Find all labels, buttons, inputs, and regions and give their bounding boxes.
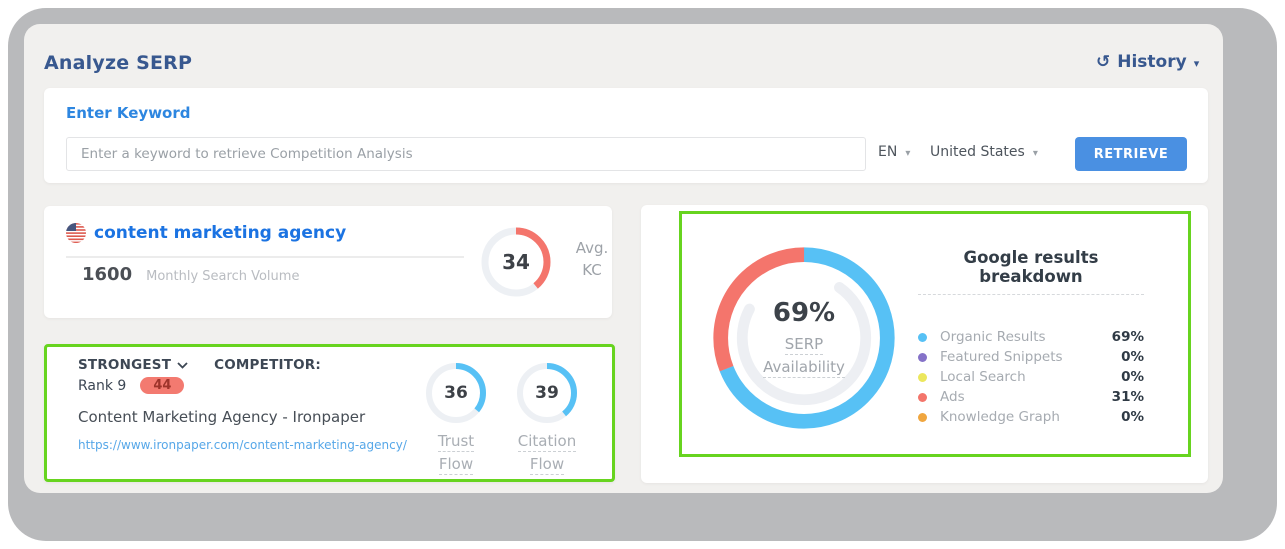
search-volume-label: Monthly Search Volume <box>146 269 300 284</box>
legend-dot-icon <box>918 352 927 362</box>
avg-kc-value: 34 <box>502 250 530 274</box>
language-value: EN <box>878 144 898 160</box>
serp-availability-value: 69% <box>772 298 836 328</box>
legend-value: 0% <box>1121 349 1144 365</box>
legend-dot-icon <box>918 372 927 382</box>
language-select[interactable]: EN ▾ <box>878 144 910 160</box>
us-flag-icon <box>66 223 86 243</box>
legend-item[interactable]: Ads 31% <box>918 387 1144 407</box>
legend-dot-icon <box>918 332 927 342</box>
search-section-title: Enter Keyword <box>66 104 191 122</box>
highlight-rect: 69% SERP Availability Google results bre… <box>679 211 1191 457</box>
competitor-score-badge: 44 <box>140 377 185 394</box>
legend-value: 0% <box>1121 409 1144 425</box>
results-breakdown-card: 69% SERP Availability Google results bre… <box>641 205 1208 483</box>
avg-kc-gauge: 34 <box>480 226 552 298</box>
page-title: Analyze SERP <box>44 52 193 74</box>
citation-flow-value: 39 <box>535 383 559 403</box>
breakdown-title: Google results breakdown <box>918 248 1144 295</box>
keyword-search-card: Enter Keyword EN ▾ United States ▾ RETRI… <box>44 88 1208 183</box>
strongest-dropdown[interactable]: STRONGEST <box>78 357 172 373</box>
chevron-down-icon <box>177 361 188 369</box>
divider <box>66 256 464 258</box>
keyword-input[interactable] <box>66 137 866 171</box>
breakdown-legend: Organic Results 69% Featured Snippets 0%… <box>918 327 1144 427</box>
legend-item[interactable]: Local Search 0% <box>918 367 1144 387</box>
legend-value: 0% <box>1121 369 1144 385</box>
legend-value: 31% <box>1111 389 1144 405</box>
search-volume-value: 1600 <box>82 264 133 285</box>
legend-dot-icon <box>918 392 927 402</box>
strongest-competitor-card: STRONGEST COMPETITOR: Rank 9 44 Content … <box>44 344 615 482</box>
keyword-summary-card: content marketing agency 1600 Monthly Se… <box>44 206 612 318</box>
history-icon: ↺ <box>1096 52 1111 72</box>
retrieve-button[interactable]: RETRIEVE <box>1075 137 1187 171</box>
legend-dot-icon <box>918 412 927 422</box>
competitor-rank: Rank 9 <box>78 377 127 394</box>
history-label: History <box>1117 52 1187 72</box>
serp-availability-label[interactable]: SERP Availability <box>763 335 845 378</box>
legend-value: 69% <box>1111 329 1144 345</box>
legend-label: Local Search <box>940 369 1026 385</box>
competitor-name: Content Marketing Agency - Ironpaper <box>78 408 366 426</box>
avg-kc-label: Avg. KC <box>575 239 609 279</box>
chevron-down-icon: ▾ <box>905 147 911 159</box>
legend-item[interactable]: Organic Results 69% <box>918 327 1144 347</box>
legend-item[interactable]: Knowledge Graph 0% <box>918 407 1144 427</box>
country-select[interactable]: United States ▾ <box>930 144 1038 160</box>
legend-label: Ads <box>940 389 965 405</box>
legend-item[interactable]: Featured Snippets 0% <box>918 347 1144 367</box>
trust-flow-value: 36 <box>444 383 468 403</box>
chevron-down-icon: ▾ <box>1193 57 1200 70</box>
trust-flow-gauge: 36 <box>424 361 488 425</box>
country-value: United States <box>930 144 1025 160</box>
legend-label: Knowledge Graph <box>940 409 1060 425</box>
keyword-link[interactable]: content marketing agency <box>94 223 347 243</box>
citation-flow-gauge: 39 <box>515 361 579 425</box>
trust-flow-label[interactable]: Trust Flow <box>437 432 475 476</box>
legend-label: Featured Snippets <box>940 349 1063 365</box>
history-button[interactable]: ↺ History ▾ <box>1096 52 1212 72</box>
competitor-url-link[interactable]: https://www.ironpaper.com/content-market… <box>78 438 407 452</box>
serp-availability-donut: 69% SERP Availability <box>706 240 902 436</box>
legend-label: Organic Results <box>940 329 1046 345</box>
chevron-down-icon: ▾ <box>1032 147 1038 159</box>
citation-flow-label[interactable]: Citation Flow <box>517 432 577 476</box>
competitor-heading: COMPETITOR: <box>214 357 321 373</box>
